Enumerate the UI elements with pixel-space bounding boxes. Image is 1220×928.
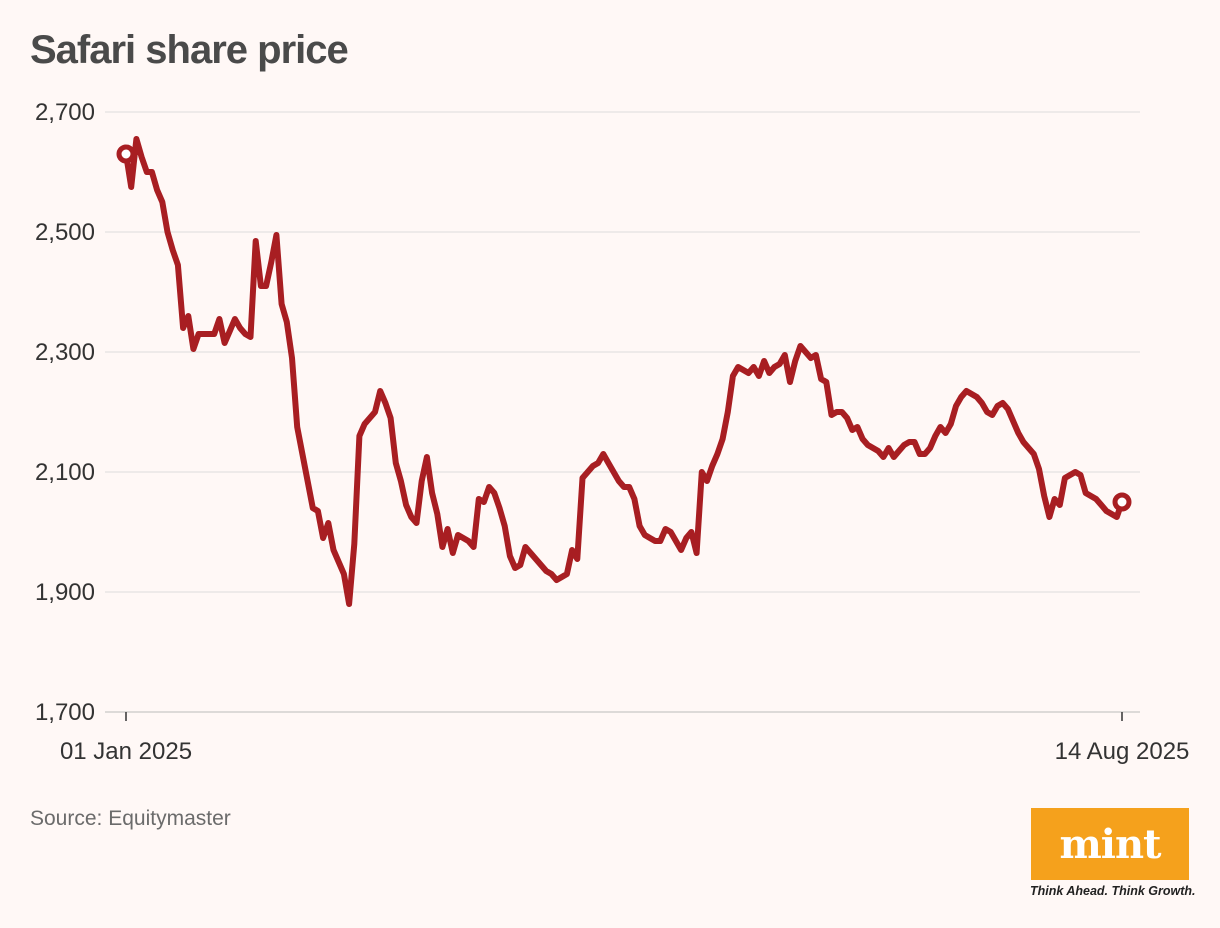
y-axis-ticks: 1,700 1,900 2,100 2,300 2,500 2,700 bbox=[35, 99, 95, 726]
source-note: Source: Equitymaster bbox=[30, 807, 231, 830]
y-tick-label: 2,100 bbox=[35, 459, 95, 486]
line-chart: 1,700 1,900 2,100 2,300 2,500 2,700 01 Jan 20… bbox=[35, 99, 1189, 765]
y-tick-label: 1,900 bbox=[35, 579, 95, 606]
y-tick-label: 2,500 bbox=[35, 219, 95, 246]
y-tick-label: 2,700 bbox=[35, 99, 95, 126]
x-axis-ticks: 01 Jan 2025 14 Aug 2025 bbox=[60, 712, 1189, 765]
start-point-marker bbox=[116, 144, 136, 164]
logo-tagline: Think Ahead. Think Growth. bbox=[1030, 884, 1196, 898]
y-tick-label: 2,300 bbox=[35, 339, 95, 366]
logo-wordmark: mint bbox=[1059, 820, 1161, 868]
end-point-marker bbox=[1112, 492, 1132, 512]
price-series-line bbox=[123, 136, 1125, 607]
gridlines bbox=[105, 111, 1140, 713]
x-tick-label: 14 Aug 2025 bbox=[1055, 738, 1190, 765]
y-tick-label: 1,700 bbox=[35, 699, 95, 726]
x-tick-label: 01 Jan 2025 bbox=[60, 738, 192, 765]
chart-title: Safari share price bbox=[30, 28, 349, 72]
mint-logo: mint bbox=[1031, 808, 1189, 880]
